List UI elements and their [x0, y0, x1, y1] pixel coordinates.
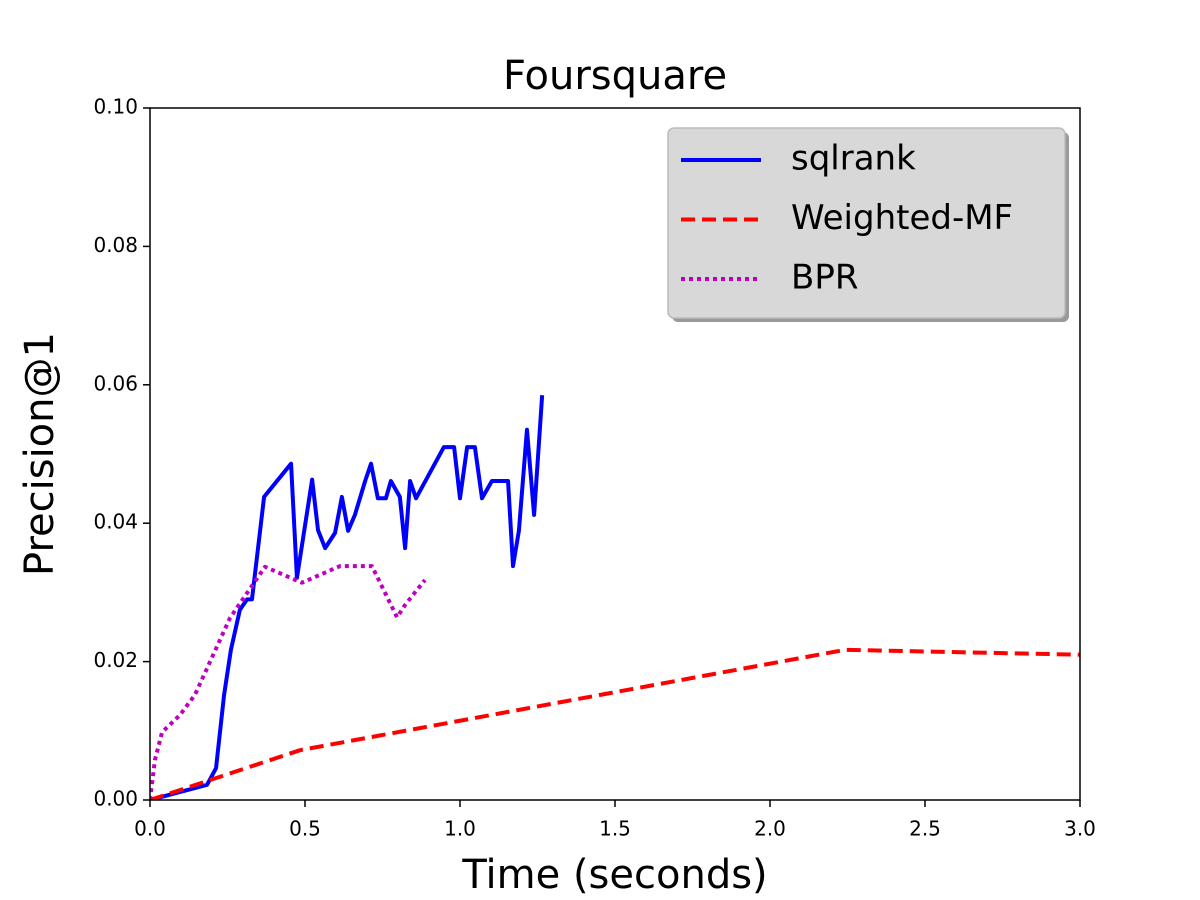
x-tick-label: 2.0	[754, 817, 786, 841]
legend-label: sqlrank	[791, 139, 916, 179]
legend-box	[667, 127, 1066, 319]
x-tick-label: 2.5	[909, 817, 941, 841]
y-tick-label: 0.04	[93, 510, 138, 534]
legend-label: BPR	[791, 258, 858, 298]
x-tick-label: 1.5	[599, 817, 631, 841]
y-tick-label: 0.08	[93, 233, 138, 257]
y-tick-label: 0.02	[93, 648, 138, 672]
x-tick-label: 1.0	[444, 817, 476, 841]
legend-label: Weighted-MF	[791, 198, 1013, 238]
y-tick-label: 0.10	[93, 95, 138, 119]
x-tick-label: 0.5	[289, 817, 321, 841]
x-tick-label: 0.0	[134, 817, 166, 841]
line-solid	[150, 395, 545, 800]
chart-title: Foursquare	[503, 53, 727, 99]
x-axis-label: Time (seconds)	[461, 852, 767, 898]
x-tick-label: 3.0	[1064, 817, 1096, 841]
y-tick-label: 0.00	[93, 787, 138, 811]
y-tick-label: 0.06	[93, 371, 138, 395]
line-dotted	[150, 564, 427, 800]
y-axis-label: Precision@1	[17, 332, 63, 576]
line-dashed	[150, 647, 1080, 800]
